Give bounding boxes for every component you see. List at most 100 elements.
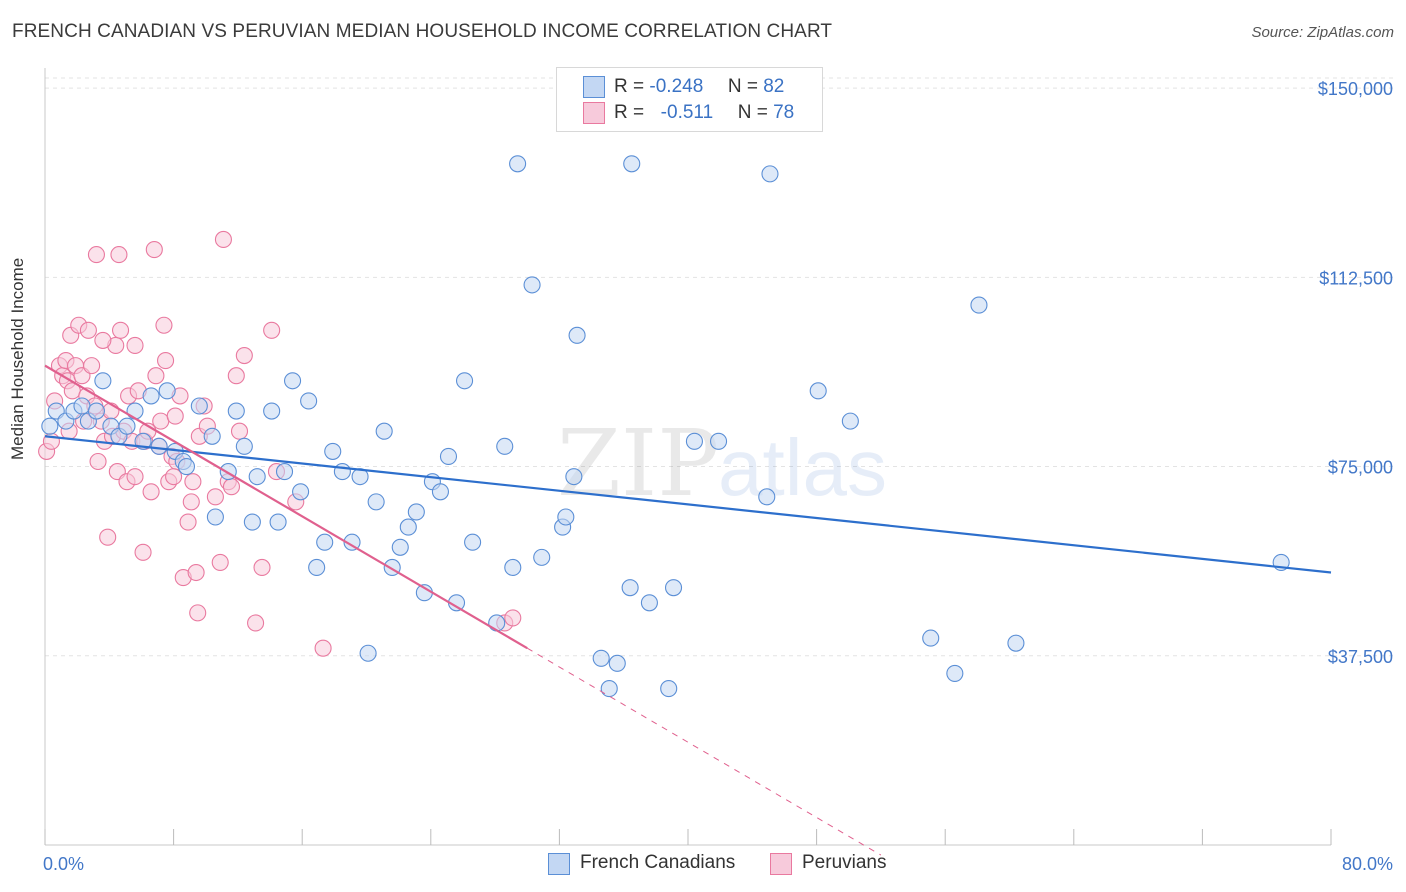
point-french-canadian <box>407 503 425 521</box>
point-french-canadian <box>359 644 377 662</box>
legend-n-value: 78 <box>773 102 795 123</box>
point-french-canadian <box>509 155 527 173</box>
bottom-legend-swatch-pink <box>770 853 792 875</box>
y-tick-label: $75,000 <box>1328 458 1393 478</box>
point-french-canadian <box>375 422 393 440</box>
bottom-legend-label: French Canadians <box>580 852 736 873</box>
point-french-canadian <box>284 372 302 390</box>
point-french-canadian <box>203 427 221 445</box>
point-peruvian <box>79 321 97 339</box>
watermark: ZIP atlas <box>557 410 887 517</box>
point-peruvian <box>157 352 175 370</box>
point-peruvian <box>253 558 271 577</box>
point-peruvian <box>145 241 163 259</box>
point-french-canadian <box>126 402 144 420</box>
point-french-canadian <box>496 437 514 455</box>
point-french-canadian <box>177 457 196 476</box>
point-french-canadian <box>761 165 779 183</box>
point-french-canadian <box>488 614 506 632</box>
point-peruvian <box>230 422 249 440</box>
point-french-canadian <box>660 680 678 698</box>
point-peruvian <box>112 321 130 339</box>
point-french-canadian <box>324 442 342 460</box>
point-french-canadian <box>333 463 351 481</box>
legend-r-label: R = <box>614 76 645 97</box>
legend-r-value: -0.248 <box>649 76 704 97</box>
point-french-canadian <box>343 533 361 551</box>
point-french-canadian <box>206 508 224 526</box>
point-french-canadian <box>439 447 458 466</box>
point-french-canadian <box>227 402 245 420</box>
y-axis-label: Median Household Income <box>8 257 27 460</box>
point-french-canadian <box>300 392 318 410</box>
tick-labels: $37,500 $75,000 $112,500 $150,000 0.0% 80.0% <box>43 79 1393 874</box>
point-peruvian <box>126 468 144 486</box>
point-french-canadian <box>623 155 641 173</box>
point-french-canadian <box>94 372 112 390</box>
point-french-canadian <box>87 402 105 420</box>
legend-r-label: R = <box>614 102 645 123</box>
point-french-canadian <box>592 649 610 667</box>
point-peruvian <box>263 321 281 339</box>
point-french-canadian <box>709 432 728 450</box>
point-french-canadian <box>533 548 551 566</box>
point-french-canadian <box>841 412 859 430</box>
point-peruvian <box>94 331 112 349</box>
point-peruvian <box>504 609 522 627</box>
correlation-legend: R = -0.248 N = 82 R = -0.511 N = 78 <box>556 67 823 132</box>
point-french-canadian <box>391 538 409 556</box>
point-peruvian <box>214 230 232 249</box>
point-french-canadian <box>621 579 639 597</box>
point-french-canadian <box>922 629 940 647</box>
point-french-canadian <box>568 326 586 344</box>
point-french-canadian <box>190 397 208 415</box>
point-peruvian <box>166 407 184 425</box>
point-peruvian <box>165 468 183 486</box>
y-tick-label: $112,500 <box>1319 268 1393 288</box>
point-peruvian <box>227 367 245 385</box>
chart-title: FRENCH CANADIAN VS PERUVIAN MEDIAN HOUSE… <box>12 21 833 42</box>
point-french-canadian <box>158 382 176 400</box>
point-french-canadian <box>243 513 261 531</box>
point-french-canadian <box>292 483 310 501</box>
trend-line-peruvians-extension <box>526 647 882 856</box>
point-peruvian <box>134 543 152 561</box>
point-french-canadian <box>523 276 541 294</box>
point-french-canadian <box>275 463 294 481</box>
point-peruvian <box>187 563 205 582</box>
point-french-canadian <box>464 533 482 551</box>
point-peruvian <box>222 478 241 496</box>
legend-n-label: N = <box>727 76 758 97</box>
point-peruvian <box>126 336 144 354</box>
point-french-canadian <box>73 397 91 415</box>
point-french-canadian <box>557 508 575 526</box>
bottom-legend-swatch-blue <box>548 853 570 875</box>
point-french-canadian <box>456 372 474 390</box>
point-peruvian <box>182 493 200 511</box>
point-peruvian <box>110 246 128 264</box>
point-french-canadian <box>600 680 618 698</box>
series-peruvians <box>38 230 522 657</box>
point-peruvian <box>83 357 101 375</box>
point-french-canadian <box>248 468 266 486</box>
point-peruvian <box>155 316 173 334</box>
watermark-zip: ZIP <box>557 410 719 517</box>
point-french-canadian <box>685 432 703 450</box>
point-french-canadian <box>809 382 827 400</box>
point-french-canadian <box>142 387 160 405</box>
point-peruvian <box>184 473 202 491</box>
point-french-canadian <box>504 558 522 577</box>
point-french-canadian <box>316 533 334 551</box>
point-french-canadian <box>946 664 964 682</box>
bottom-legend-label: Peruvians <box>802 852 887 873</box>
point-peruvian <box>206 488 224 506</box>
trend-line-peruvians <box>44 364 528 650</box>
point-french-canadian <box>367 493 385 511</box>
point-peruvian <box>179 513 197 531</box>
point-french-canadian <box>970 296 988 314</box>
point-french-canadian <box>399 518 417 536</box>
point-french-canadian <box>431 483 449 501</box>
point-french-canadian <box>235 437 253 455</box>
legend-n-label: N = <box>737 102 768 123</box>
point-peruvian <box>87 246 105 264</box>
